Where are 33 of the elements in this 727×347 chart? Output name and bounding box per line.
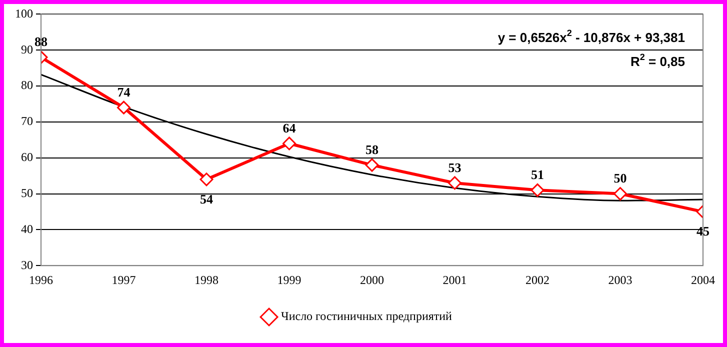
data-label: 88 <box>34 34 48 50</box>
point <box>530 183 544 197</box>
x-tick-label: 2003 <box>608 272 632 287</box>
data-label: 50 <box>614 170 627 186</box>
x-tick-label: 1996 <box>29 272 53 287</box>
data-label: 58 <box>366 142 379 157</box>
point <box>282 136 296 150</box>
x-tick-label: 1999 <box>277 272 302 287</box>
y-tick-label: 70 <box>21 114 33 128</box>
data-label: 74 <box>117 84 131 100</box>
y-tick-label: 60 <box>21 150 33 164</box>
y-tick-label: 90 <box>21 42 33 56</box>
point <box>614 187 627 201</box>
data-label: 53 <box>448 160 462 175</box>
y-tick-label: 30 <box>21 258 33 272</box>
x-tick-label: 2002 <box>526 272 550 287</box>
x-tick-label: 2004 <box>691 272 715 287</box>
legend-label: Число гостиничных предприятий <box>281 309 453 324</box>
data-label: 64 <box>282 120 296 136</box>
y-tick-label: 50 <box>21 186 33 200</box>
point <box>117 100 130 114</box>
point <box>365 158 379 172</box>
point <box>448 176 462 190</box>
point <box>200 172 214 186</box>
y-tick-label: 100 <box>15 6 33 20</box>
data-label: 51 <box>531 167 544 182</box>
x-tick-label: 2001 <box>442 272 467 287</box>
y-tick-label: 40 <box>21 222 33 236</box>
x-tick-label: 1997 <box>112 272 136 287</box>
y-tick-label: 80 <box>21 78 33 92</box>
data-label: 54 <box>200 191 214 206</box>
x-tick-label: 2000 <box>360 272 384 287</box>
x-tick-label: 1998 <box>194 272 218 287</box>
